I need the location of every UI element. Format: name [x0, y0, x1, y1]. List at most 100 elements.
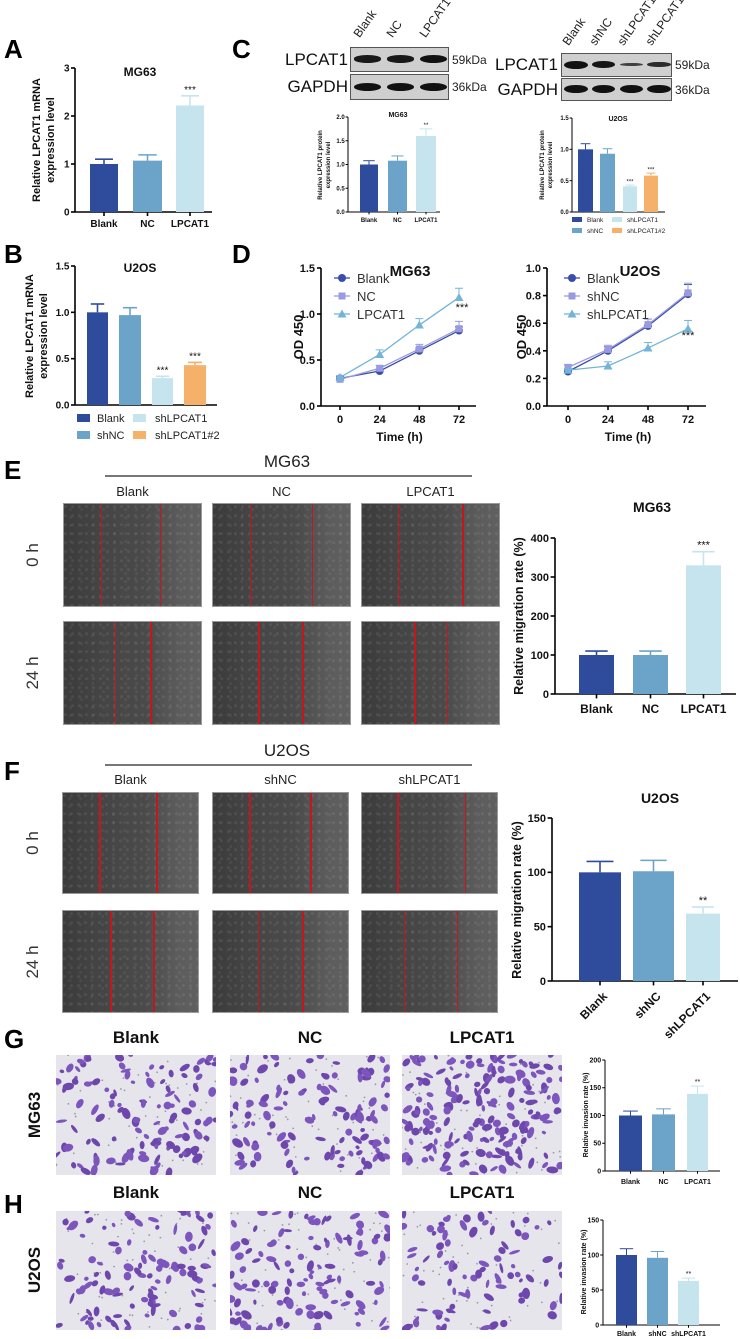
membrane-pore — [295, 1169, 298, 1172]
blot-lane-label: NC — [383, 17, 405, 40]
membrane-pore — [515, 1171, 518, 1174]
cell — [242, 1137, 250, 1147]
cell — [134, 1218, 143, 1227]
y-axis-label: Relative invasion rate (%) — [583, 1073, 590, 1158]
cell — [413, 1316, 420, 1325]
wound-column-label: Blank — [116, 484, 149, 499]
membrane-pore — [196, 1082, 199, 1085]
cell — [317, 1264, 322, 1270]
membrane-pore — [469, 1059, 472, 1061]
cell — [171, 1261, 180, 1272]
x-tick-label: NC — [393, 218, 402, 224]
cell — [542, 1120, 553, 1124]
blot-row-label: GAPDH — [497, 79, 558, 99]
cell — [464, 1073, 470, 1079]
cell — [283, 1090, 289, 1096]
membrane-pore — [137, 1073, 140, 1076]
cell — [196, 1057, 205, 1065]
transwell-column-label: LPCAT1 — [449, 1028, 515, 1047]
membrane-pore — [288, 1057, 291, 1060]
bar-chart-H-u2os-invasion: 0 50 100 150 Blank shNC ** shLPCAT1 Relative inv… — [581, 1217, 720, 1338]
cell — [469, 1171, 479, 1175]
cell — [525, 1274, 535, 1283]
membrane-pore — [263, 1229, 266, 1232]
cell — [271, 1211, 282, 1216]
membrane-pore — [185, 1083, 188, 1085]
membrane-pore — [342, 1268, 345, 1271]
cell — [444, 1141, 454, 1147]
cell — [280, 1141, 289, 1149]
cell — [360, 1127, 366, 1133]
membrane-pore — [540, 1301, 543, 1304]
series-shLPCAT1 — [563, 319, 693, 374]
blot-strip-GAPDH — [561, 78, 672, 101]
wound-edge-line — [302, 911, 304, 1012]
cell — [465, 1060, 475, 1069]
stained-cells — [402, 1055, 562, 1175]
cell — [508, 1249, 521, 1255]
cell — [238, 1162, 248, 1170]
protein-band — [647, 61, 671, 68]
cell — [436, 1324, 443, 1330]
membrane-pore — [540, 1169, 543, 1171]
cell — [481, 1104, 486, 1112]
cell — [332, 1111, 338, 1117]
protein-band — [564, 85, 588, 93]
cell — [159, 1065, 165, 1070]
cell — [516, 1069, 523, 1082]
cell — [433, 1138, 438, 1145]
y-axis-label: OD 450 — [291, 315, 306, 360]
cell — [402, 1222, 408, 1230]
cell — [506, 1055, 518, 1059]
cell — [558, 1271, 562, 1279]
significance-label: *** — [697, 539, 711, 551]
protein-band — [591, 60, 616, 69]
cell — [141, 1296, 149, 1303]
cell — [306, 1260, 314, 1272]
cell — [187, 1270, 198, 1278]
cell — [297, 1253, 305, 1261]
cell — [479, 1167, 486, 1174]
cell — [230, 1110, 234, 1118]
bar-Blank — [90, 164, 118, 212]
cell — [176, 1263, 186, 1270]
membrane-pore — [334, 1287, 336, 1290]
membrane-pore — [455, 1214, 458, 1216]
membrane-pore — [119, 1088, 122, 1090]
cell — [140, 1099, 147, 1108]
cell — [482, 1219, 489, 1226]
cell — [282, 1229, 293, 1233]
wound-edge-line — [100, 504, 103, 606]
cell — [244, 1288, 257, 1292]
cell — [169, 1112, 178, 1121]
membrane-pore — [476, 1326, 479, 1329]
cell — [112, 1314, 123, 1319]
cell — [230, 1241, 241, 1252]
membrane-pore — [352, 1121, 355, 1124]
membrane-pore — [478, 1327, 481, 1330]
cell — [518, 1120, 526, 1130]
transwell-image — [56, 1211, 216, 1330]
membrane-pore — [307, 1293, 310, 1296]
cell — [316, 1055, 325, 1060]
chart-title: MG63 — [633, 499, 671, 515]
data-point — [684, 290, 692, 299]
cell — [375, 1147, 380, 1154]
membrane-pore — [377, 1056, 380, 1059]
membrane-pore — [495, 1264, 498, 1266]
cell — [309, 1270, 315, 1275]
bar-shNC — [633, 871, 674, 981]
cell — [308, 1218, 317, 1226]
cell — [501, 1241, 509, 1250]
cell — [212, 1057, 216, 1062]
cell — [380, 1104, 388, 1112]
cell — [69, 1292, 75, 1304]
cell — [475, 1148, 486, 1158]
membrane-pore — [380, 1230, 383, 1233]
cell — [487, 1211, 493, 1215]
membrane-pore — [261, 1304, 264, 1307]
cell — [373, 1233, 381, 1240]
cell — [230, 1270, 235, 1279]
bar-chart-B-u2os-mrna: 0.0 0.5 1.0 1.5 Blank shNC *** shLPCAT1 *** shLPC… — [24, 261, 220, 442]
significance-label: *** — [189, 351, 201, 362]
